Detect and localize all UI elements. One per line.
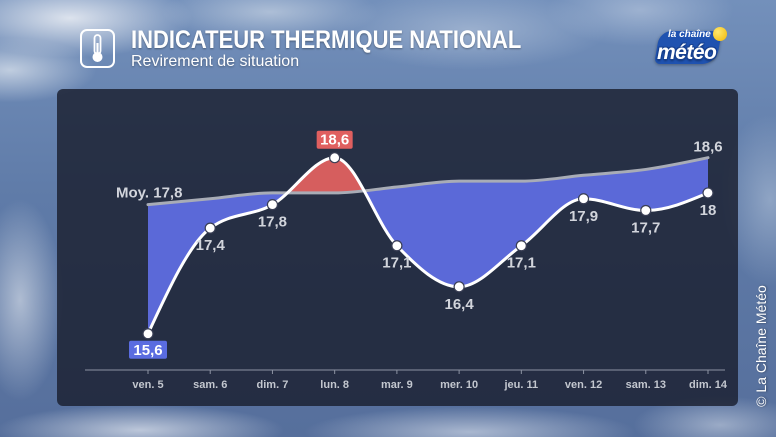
temperature-point (453, 281, 465, 293)
average-series-name: Moy. (116, 185, 149, 202)
copyright-notice: © La Chaîne Météo (753, 285, 769, 407)
x-tick-label: sam. 6 (193, 379, 227, 391)
max-label-box (316, 130, 353, 149)
x-tick-label: mar. 9 (381, 379, 413, 391)
x-tick-label: dim. 14 (689, 379, 728, 391)
temperature-value-label: 16,4 (445, 296, 475, 313)
x-tick-label: ven. 12 (565, 379, 602, 391)
temperature-value-label: 17,1 (507, 255, 536, 272)
area-below-average (148, 157, 708, 334)
temperature-value-label: 17,4 (196, 237, 226, 254)
temperature-value-label: 18 (700, 202, 717, 219)
temperature-value-label: 17,9 (569, 208, 598, 225)
x-tick-label: jeu. 11 (504, 379, 539, 391)
temperature-point (266, 199, 279, 211)
sun-icon (713, 27, 727, 41)
average-line (146, 156, 710, 207)
min-label-box (129, 340, 167, 359)
temperature-point (329, 152, 341, 164)
thermometer-glyph (92, 34, 103, 62)
temperature-value-label: 17,7 (631, 220, 660, 237)
temperature-line (146, 156, 710, 336)
brand-logo: la chaîne météo (652, 24, 730, 68)
temperature-point (142, 328, 154, 340)
x-tick-label: ven. 5 (132, 379, 163, 391)
chart-subtitle: Revirement de situation (131, 53, 300, 70)
temperature-point (515, 240, 527, 252)
temperature-point (640, 204, 652, 217)
temperature-point (702, 187, 714, 199)
temperature-value-label: 18,6 (320, 132, 349, 149)
average-end-label: 18,6 (693, 139, 722, 156)
average-start-value: 17,8 (153, 185, 182, 202)
temperature-point (577, 193, 590, 205)
temperature-value-label: 17,8 (258, 214, 287, 231)
temperature-point (391, 240, 403, 252)
temperature-value-label: 15,6 (133, 342, 162, 359)
x-tick-label: dim. 7 (257, 379, 289, 391)
average-start-label: Moy. 17,8 (116, 185, 182, 202)
min-value-label: 15,6 (129, 340, 167, 359)
chart-title: INDICATEUR THERMIQUE NATIONAL (131, 26, 522, 54)
x-tick-label: lun. 8 (320, 379, 349, 391)
thermometer-icon (80, 29, 115, 68)
logo-line-2: météo (657, 41, 717, 64)
max-value-label: 18,6 (316, 130, 353, 149)
x-tick-label: sam. 13 (626, 379, 666, 391)
x-tick-label: mer. 10 (440, 379, 478, 391)
temperature-value-label: 17,1 (382, 255, 411, 272)
logo-line-1: la chaîne (668, 29, 711, 40)
temperature-point (204, 222, 216, 234)
